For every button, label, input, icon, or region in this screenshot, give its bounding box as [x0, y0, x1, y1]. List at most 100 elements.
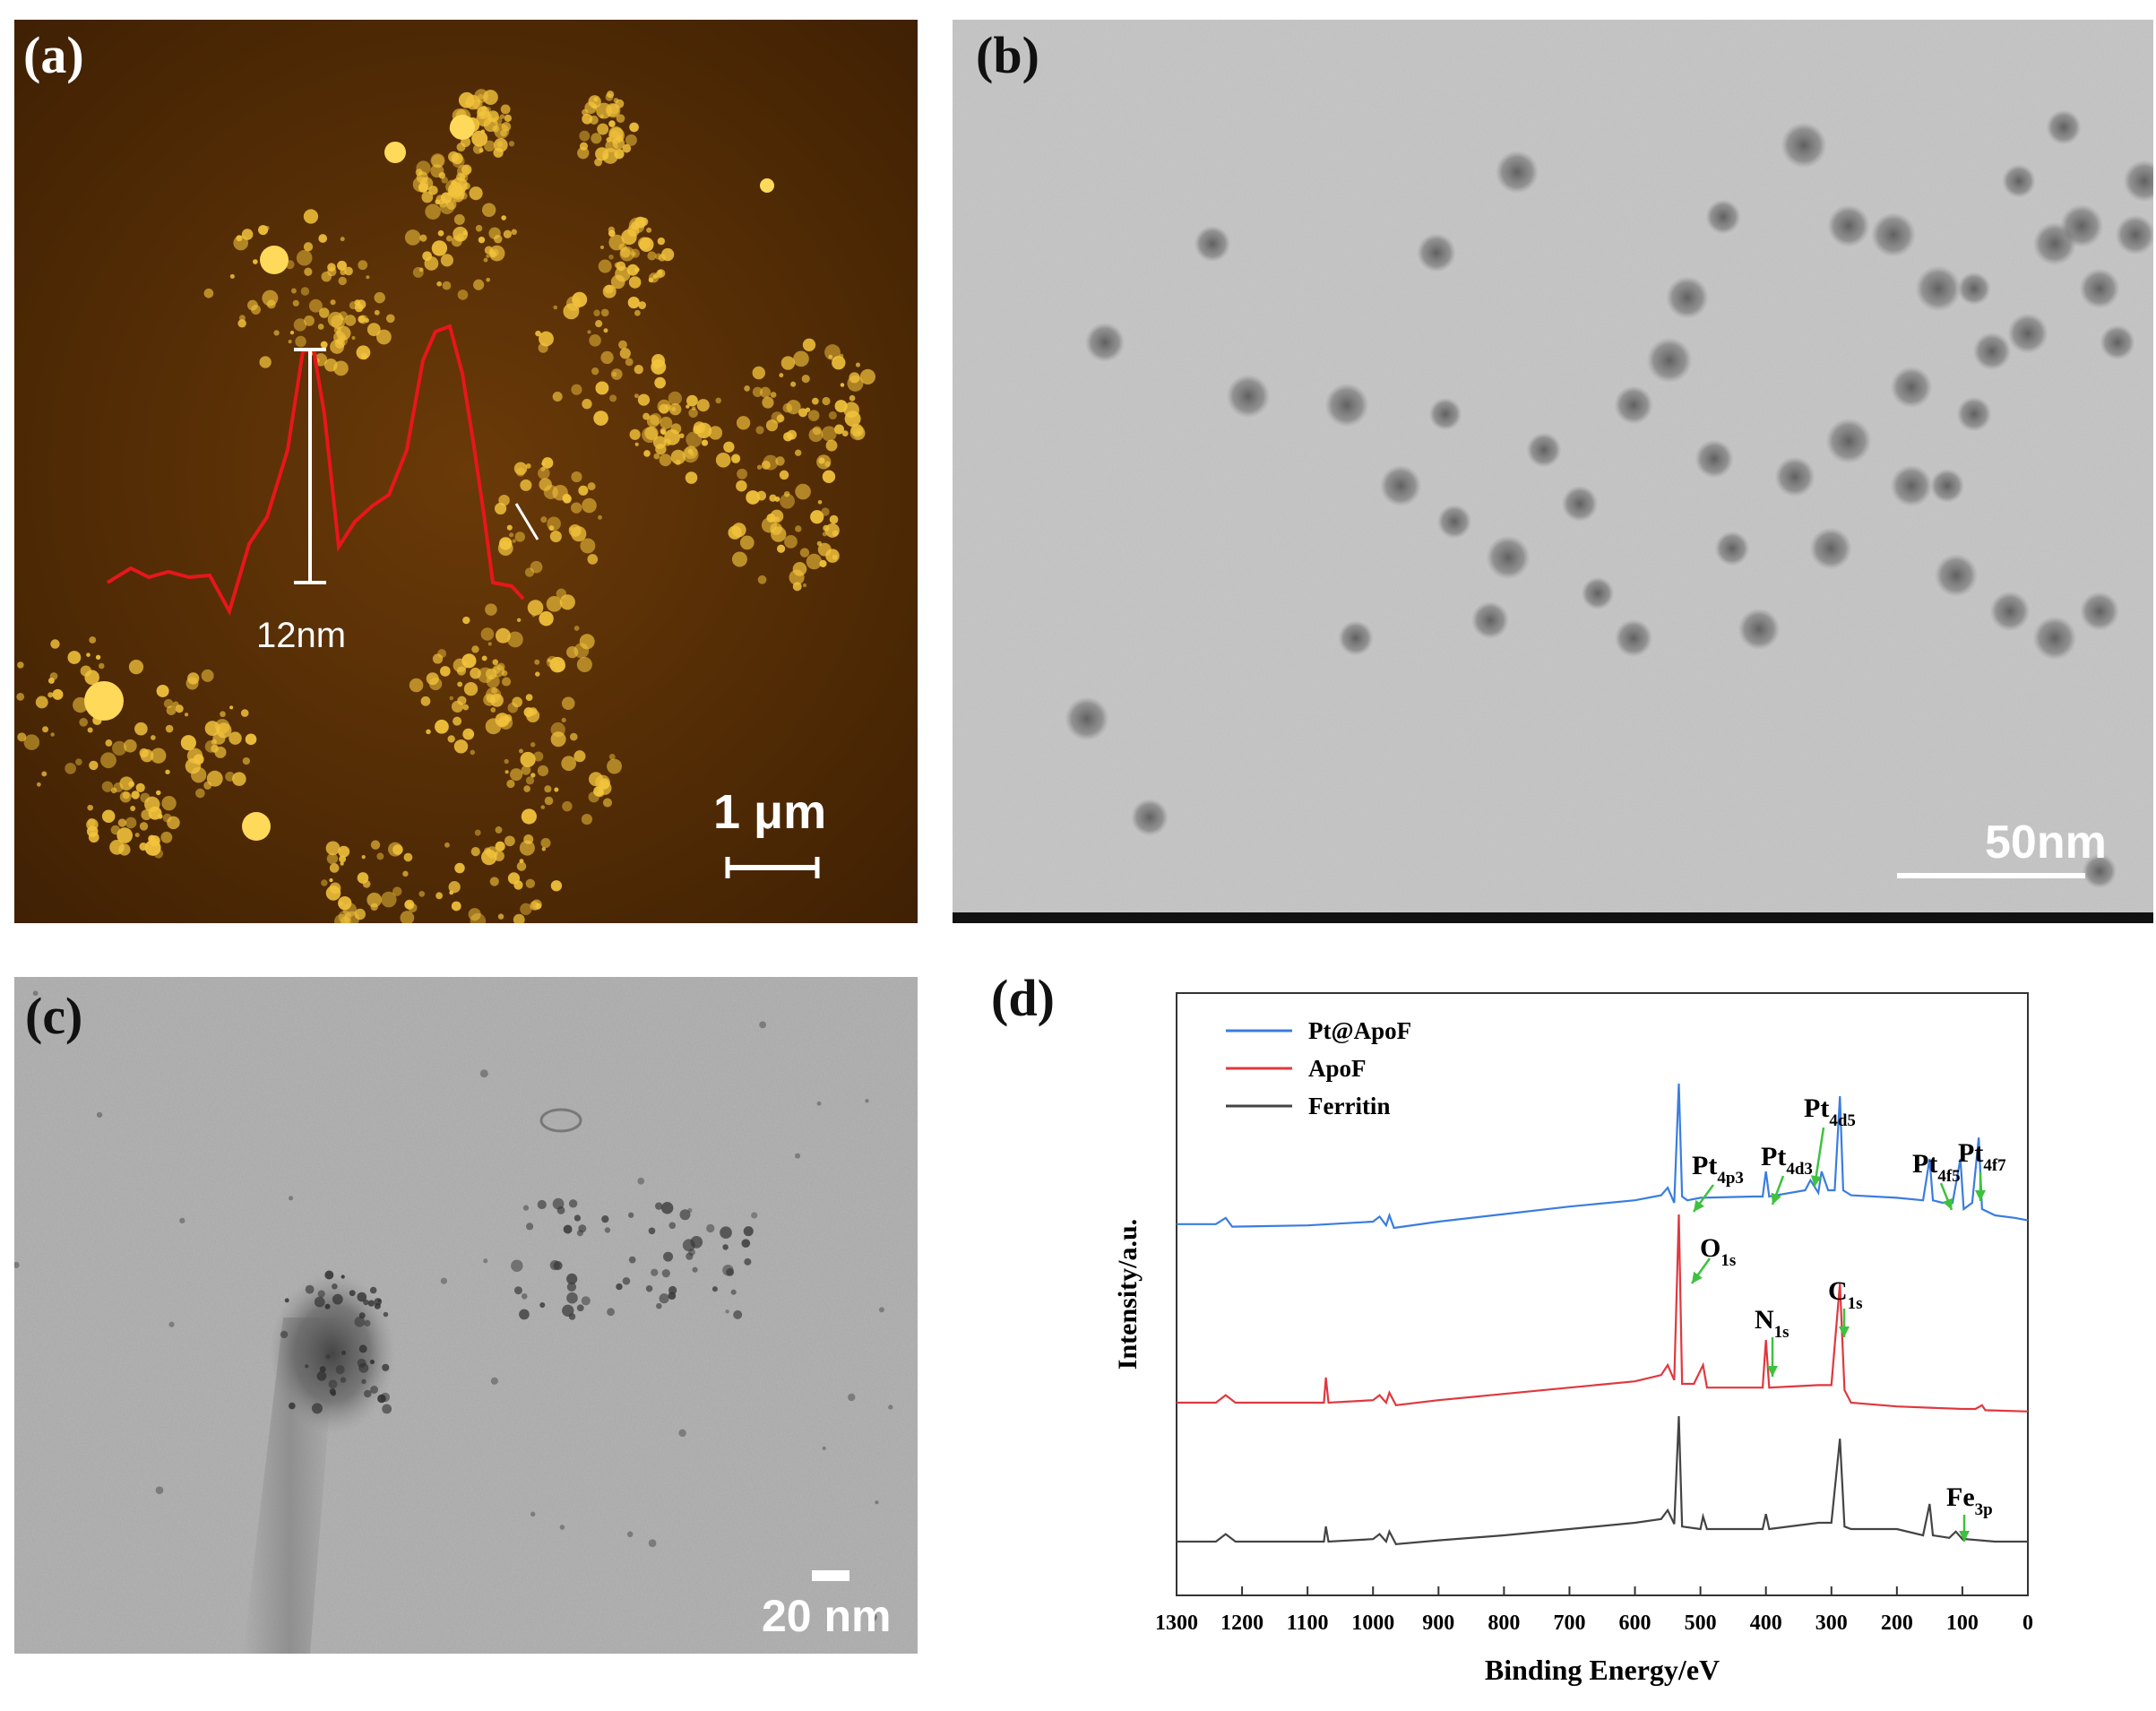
afm-particle [587, 482, 596, 491]
afm-particle [844, 410, 861, 428]
afm-particle [554, 787, 559, 792]
afm-particle [490, 707, 496, 713]
afm-particle [519, 840, 535, 856]
tem-particle [1226, 374, 1271, 419]
afm-particle [561, 717, 566, 723]
afm-particle [478, 93, 484, 99]
afm-particle [530, 742, 536, 747]
afm-particle [16, 693, 25, 701]
x-tick-label: 900 [1422, 1612, 1454, 1635]
afm-particle [834, 424, 845, 435]
tem-particle [573, 1214, 582, 1222]
tem-particle [1581, 576, 1615, 610]
afm-particle [163, 698, 174, 709]
afm-particle [388, 842, 402, 857]
tem-particle [1890, 366, 1933, 409]
afm-particle [190, 766, 207, 783]
afm-particle [622, 143, 632, 153]
afm-particle [521, 808, 537, 825]
tem-particle [530, 1511, 536, 1517]
afm-particle [634, 309, 641, 316]
afm-particle [621, 229, 637, 246]
afm-particle [812, 426, 822, 436]
afm-particle [462, 230, 468, 236]
tem-particle [370, 1386, 379, 1394]
tem-particle [349, 1290, 356, 1297]
afm-particle [232, 772, 246, 786]
afm-particle [582, 399, 592, 410]
afm-particle [451, 152, 463, 165]
afm-particle [117, 818, 127, 827]
tem-particle [1714, 531, 1750, 566]
tem-particle [1915, 265, 1962, 312]
afm-particle [431, 240, 448, 256]
afm-particle [100, 752, 116, 769]
afm-particle [439, 199, 455, 215]
tem-image-b: 50nm [953, 20, 2153, 923]
afm-particle [655, 253, 662, 260]
afm-particle [498, 494, 510, 506]
afm-particle [195, 788, 205, 799]
afm-particle [428, 186, 438, 195]
afm-particle [607, 758, 623, 774]
tem-particle [1561, 485, 1599, 523]
afm-particle [486, 674, 500, 688]
afm-particle [591, 367, 599, 376]
afm-particle [344, 266, 353, 276]
tem-c-noise [14, 977, 918, 1654]
afm-particle [495, 841, 505, 851]
tem-particle [537, 1199, 547, 1210]
afm-particle [546, 596, 563, 612]
afm-particle [499, 537, 513, 550]
afm-particle [364, 317, 370, 323]
afm-particle [614, 262, 621, 269]
peak-arrowhead [1959, 1531, 1970, 1542]
afm-particle [487, 642, 492, 646]
afm-particle [598, 781, 612, 795]
afm-particle [731, 551, 747, 567]
peak-label: Pt4d3 [1761, 1142, 1813, 1179]
x-tick-label: 1000 [1351, 1612, 1394, 1635]
tem-particle [521, 1293, 528, 1300]
tem-particle [1738, 608, 1781, 651]
afm-particle [52, 688, 64, 700]
afm-particle [686, 404, 690, 409]
afm-particle [237, 319, 246, 328]
afm-particle [608, 234, 625, 251]
afm-particle [140, 792, 151, 803]
afm-particle [440, 254, 454, 267]
afm-particle [367, 892, 382, 908]
afm-particle [606, 91, 615, 99]
afm-particle [418, 267, 424, 272]
afm-particle [454, 862, 465, 874]
tem-particle [576, 1304, 584, 1312]
tem-particle [367, 1300, 375, 1307]
afm-particle [618, 340, 627, 350]
afm-particle [632, 252, 637, 256]
tem-particle [382, 1404, 392, 1414]
afm-particle [155, 790, 161, 796]
afm-particle [569, 732, 578, 741]
afm-particle [458, 91, 475, 108]
afm-particle [153, 849, 164, 859]
afm-particle [541, 462, 546, 466]
tem-particle [358, 1344, 367, 1353]
afm-particle [608, 754, 616, 760]
tem-particle [1470, 601, 1510, 640]
tem-particle [311, 1403, 323, 1414]
tem-particle [1695, 439, 1734, 479]
afm-particle [520, 479, 532, 491]
afm-particle [340, 861, 344, 866]
afm-particle [479, 148, 484, 153]
tem-particle [888, 1404, 893, 1410]
afm-particle [98, 662, 105, 670]
tem-particle [32, 990, 39, 997]
tem-particle [668, 1222, 677, 1230]
tem-particle [878, 1307, 884, 1313]
afm-particle [537, 765, 549, 777]
tem-particle [369, 1286, 377, 1294]
afm-particle [828, 410, 837, 420]
afm-particle [849, 425, 866, 441]
afm-particle [520, 903, 532, 915]
